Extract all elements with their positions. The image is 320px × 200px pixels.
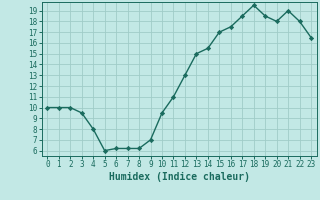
X-axis label: Humidex (Indice chaleur): Humidex (Indice chaleur): [109, 172, 250, 182]
